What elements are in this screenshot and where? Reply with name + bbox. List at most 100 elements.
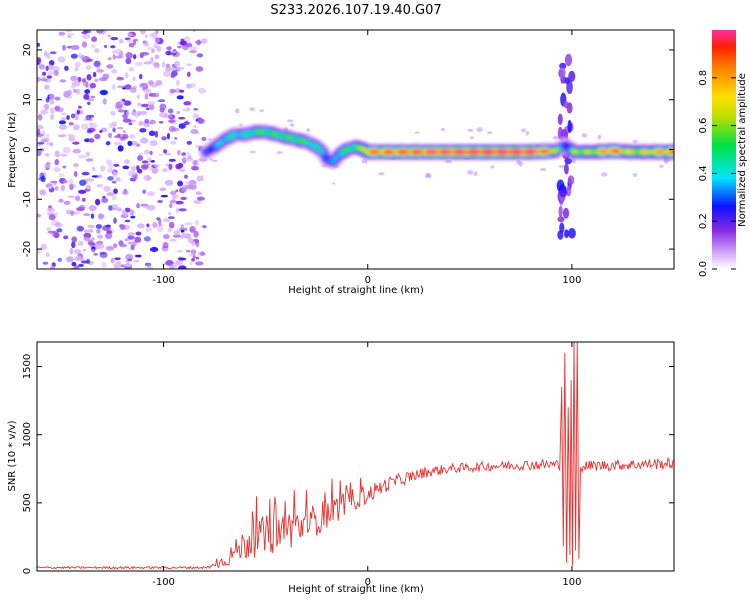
noise-speck xyxy=(138,120,144,126)
noise-speck xyxy=(110,257,115,264)
noise-speck xyxy=(118,38,124,44)
noise-speck xyxy=(83,30,91,34)
noise-speck xyxy=(107,176,114,181)
noise-speck xyxy=(45,97,50,103)
noise-speck xyxy=(136,110,142,116)
noise-speck xyxy=(74,195,81,202)
noise-speck xyxy=(69,248,74,255)
noise-speck xyxy=(73,163,79,168)
x-tick-label: 0 xyxy=(365,275,371,286)
noise-speck xyxy=(200,38,208,44)
noise-speck xyxy=(159,187,167,192)
noise-speck xyxy=(57,257,63,262)
spread-blob xyxy=(564,53,573,67)
noise-speck xyxy=(130,244,135,251)
noise-speck xyxy=(145,263,152,268)
noise-speck xyxy=(162,218,170,223)
noise-speck xyxy=(170,50,177,54)
noise-speck xyxy=(151,167,159,174)
spread-blob xyxy=(558,205,563,218)
noise-speck xyxy=(178,116,186,120)
noise-speck xyxy=(134,61,143,67)
noise-speck xyxy=(177,162,184,169)
noise-speck xyxy=(112,83,116,91)
noise-speck xyxy=(49,98,55,105)
noise-speck xyxy=(137,102,142,107)
noise-speck xyxy=(597,135,602,140)
noise-speck xyxy=(164,66,173,72)
noise-speck xyxy=(66,33,75,36)
noise-speck xyxy=(183,101,192,106)
noise-speck xyxy=(138,73,143,80)
noise-speck xyxy=(96,228,101,234)
spread-blob xyxy=(566,185,572,197)
noise-speck xyxy=(159,107,165,113)
noise-speck xyxy=(88,138,95,143)
noise-speck xyxy=(85,81,89,88)
noise-speck xyxy=(111,69,118,74)
noise-speck xyxy=(37,213,42,218)
noise-speck xyxy=(137,168,143,174)
noise-speck xyxy=(65,30,72,33)
noise-speck xyxy=(196,175,202,182)
noise-speck xyxy=(180,224,184,229)
noise-speck xyxy=(71,241,76,249)
noise-speck xyxy=(85,151,90,157)
noise-speck xyxy=(40,175,46,182)
noise-speck xyxy=(287,119,294,123)
chart-title: S233.2026.107.19.40.G07 xyxy=(270,3,441,18)
colorbar-tick-label: 0.6 xyxy=(698,118,709,134)
noise-speck xyxy=(83,93,90,100)
noise-speck xyxy=(145,227,153,233)
noise-speck xyxy=(74,66,79,72)
ridge xyxy=(199,124,674,170)
noise-speck xyxy=(50,113,55,120)
noise-speck xyxy=(107,57,112,61)
noise-speck xyxy=(156,226,164,232)
noise-speck xyxy=(249,107,255,112)
noise-speck xyxy=(107,168,114,173)
noise-speck xyxy=(48,60,55,66)
noise-speck xyxy=(135,231,142,236)
noise-speck xyxy=(54,158,60,166)
noise-speck xyxy=(71,261,77,267)
noise-speck xyxy=(78,263,84,267)
noise-speck xyxy=(37,143,41,147)
noise-speck xyxy=(60,153,68,157)
noise-speck xyxy=(149,140,158,147)
noise-speck xyxy=(74,255,83,262)
noise-speck xyxy=(91,248,96,253)
noise-speck xyxy=(259,109,264,113)
noise-speck xyxy=(101,197,109,203)
noise-speck xyxy=(116,76,124,81)
noise-speck xyxy=(60,112,67,116)
noise-speck xyxy=(79,179,87,186)
noise-speck xyxy=(40,109,48,115)
snr-frame xyxy=(36,341,675,572)
noise-speck xyxy=(361,159,368,164)
noise-speck xyxy=(174,60,180,67)
noise-speck xyxy=(171,193,177,200)
noise-speck xyxy=(164,179,174,186)
noise-speck xyxy=(197,118,204,124)
noise-speck xyxy=(169,238,177,242)
noise-speck xyxy=(473,171,478,177)
noise-speck xyxy=(88,205,97,212)
noise-speck xyxy=(38,64,46,70)
noise-speck xyxy=(113,141,123,146)
noise-speck xyxy=(58,31,66,36)
noise-speck xyxy=(48,214,56,221)
spread-blob xyxy=(566,102,573,114)
noise-speck xyxy=(633,173,638,177)
noise-speck xyxy=(63,180,68,184)
noise-speck xyxy=(180,196,187,201)
noise-speck xyxy=(178,265,187,269)
noise-speck xyxy=(129,134,136,140)
spread-blob xyxy=(562,207,570,219)
noise-speck xyxy=(57,56,66,63)
spread-blob xyxy=(556,179,565,193)
noise-speck xyxy=(207,138,213,141)
noise-speck xyxy=(140,110,148,115)
